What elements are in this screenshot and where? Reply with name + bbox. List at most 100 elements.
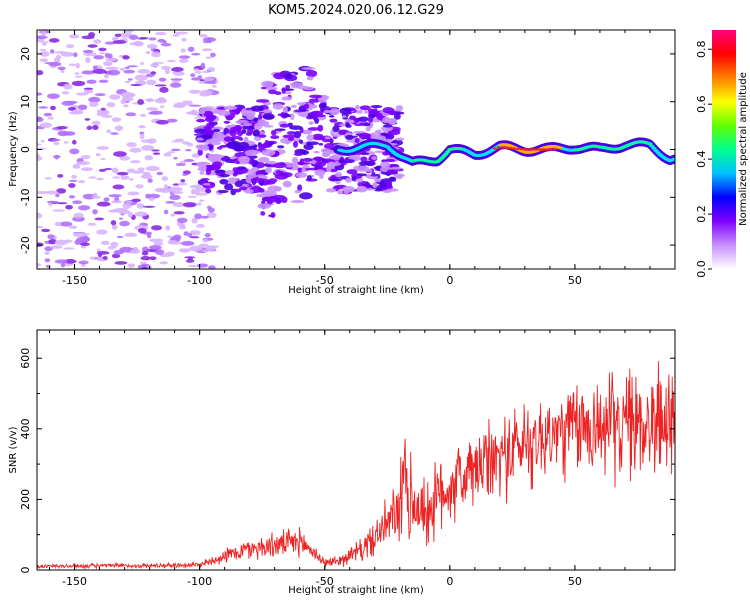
noise-blob (81, 70, 95, 75)
broadband-blob (339, 156, 345, 164)
noise-blob (100, 240, 110, 246)
noise-blob (146, 79, 157, 86)
noise-blob (111, 253, 121, 259)
broadband-blob (261, 149, 276, 156)
noise-blob (87, 44, 98, 48)
broadband-blob (275, 170, 282, 175)
colorbar-tick-label: 0.0 (695, 260, 708, 278)
colorbar-tick-label: 0.6 (695, 95, 708, 113)
noise-blob (184, 256, 196, 259)
broadband-blob (285, 84, 291, 89)
broadband-blob (281, 113, 292, 118)
broadband-blob (273, 72, 286, 80)
noise-blob (51, 138, 61, 142)
noise-blob (194, 70, 202, 74)
noise-blob (174, 138, 185, 142)
broadband-blob (339, 107, 352, 115)
noise-blob (160, 105, 165, 108)
broadband-blob (206, 122, 215, 129)
broadband-blob (325, 188, 337, 193)
broadband-blob (295, 172, 308, 178)
noise-blob (197, 202, 202, 206)
broadband-blob (288, 137, 295, 142)
noise-blob (104, 52, 110, 58)
broadband-blob (279, 123, 290, 128)
noise-blob (128, 178, 134, 181)
noise-blob (46, 200, 59, 203)
noise-blob (38, 106, 49, 109)
broadband-blob (312, 136, 325, 141)
broadband-blob (209, 182, 215, 186)
broadband-blob (225, 142, 240, 149)
noise-blob (37, 212, 43, 219)
noise-blob (48, 238, 57, 245)
track-peak (507, 146, 512, 150)
noise-blob (202, 70, 210, 74)
noise-blob (140, 256, 151, 261)
broadband-blob (301, 67, 316, 70)
broadband-blob (232, 108, 240, 115)
broadband-blob (196, 161, 210, 166)
broadband-blob (264, 180, 276, 185)
broadband-blob (358, 161, 371, 166)
x-tick-label: 0 (446, 575, 453, 588)
noise-blob (110, 241, 119, 248)
noise-blob (180, 223, 186, 228)
broadband-blob (302, 157, 313, 162)
noise-blob (182, 170, 191, 175)
noise-blob (92, 65, 98, 71)
broadband-blob (289, 113, 295, 121)
y-tick-label: 10 (19, 95, 32, 109)
broadband-blob (258, 134, 267, 138)
broadband-blob (257, 188, 265, 193)
noise-blob (163, 184, 169, 190)
broadband-blob (374, 188, 384, 192)
snr-x-axis-label: Height of straight line (km) (288, 585, 424, 596)
x-tick-label: 50 (568, 274, 582, 287)
noise-blob (122, 55, 130, 60)
noise-blob (186, 142, 194, 147)
broadband-blob (388, 117, 398, 125)
noise-blob (37, 35, 48, 40)
noise-blob (109, 94, 121, 100)
noise-blob (152, 152, 161, 155)
colorbar-tick-label: 0.2 (695, 205, 708, 223)
noise-blob (62, 83, 73, 90)
broadband-blob (217, 190, 229, 194)
noise-blob (189, 230, 201, 236)
noise-blob (93, 55, 105, 60)
noise-blob (114, 261, 128, 265)
broadband-blob (363, 110, 369, 114)
noise-blob (68, 195, 75, 199)
noise-blob (125, 112, 137, 117)
noise-blob (109, 209, 118, 213)
broadband-blob (286, 131, 297, 135)
noise-blob (169, 194, 181, 200)
noise-blob (206, 212, 217, 219)
noise-blob (37, 117, 44, 123)
snr-panel: -150 -100 -50 0 50 0 200 400 600 SNR (v/v) Heigh… (8, 329, 676, 596)
broadband-blob (306, 175, 312, 181)
noise-blob (96, 177, 104, 181)
noise-blob (151, 225, 163, 231)
noise-blob (181, 240, 195, 246)
broadband-blob (315, 160, 327, 168)
broadband-blob (331, 133, 342, 137)
broadband-blob (289, 82, 303, 87)
broadband-blob (239, 186, 248, 191)
noise-blob (189, 236, 200, 239)
snr-ticks: -150 -100 -50 0 50 0 200 400 600 (19, 330, 676, 588)
broadband-blob (354, 137, 360, 144)
broadband-blob (205, 168, 212, 175)
noise-blob (166, 118, 178, 123)
noise-blob (92, 209, 98, 215)
noise-blob (202, 249, 208, 253)
broadband-blob (313, 150, 320, 154)
broadband-blob (329, 118, 338, 123)
broadband-blob (290, 104, 297, 109)
noise-blob (187, 264, 199, 268)
broadband-blob (210, 141, 222, 146)
noise-blob (57, 174, 64, 178)
noise-blob (84, 118, 91, 121)
noise-blob (68, 179, 78, 182)
